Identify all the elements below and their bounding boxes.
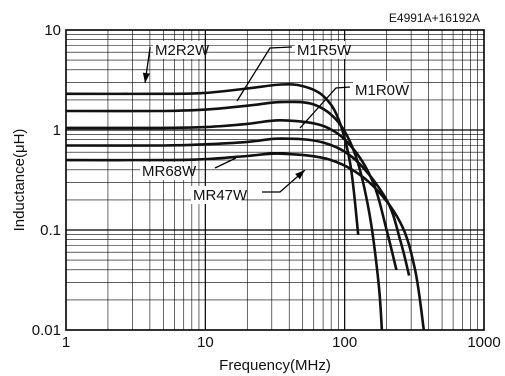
series-label-m1r0w: M1R0W [355,82,410,99]
leader-line-m1r5w [236,46,293,102]
series-label-mr68w: MR68W [142,163,197,180]
label-bg-mr47w [191,186,241,204]
leader-line-mr68w [214,157,237,169]
label-bg-m2r2w [153,41,203,59]
x-tick-label: 10 [197,334,214,351]
series-label-m2r2w: M2R2W [155,42,210,59]
series-line-m1r5w [65,100,384,331]
x-tick-label: 100 [332,334,357,351]
x-tick-label: 1000 [467,334,500,351]
y-tick-label: 10 [44,22,61,39]
y-tick-label: 0.1 [40,222,61,239]
series-label-mr47w: MR47W [193,187,248,204]
leader-line-m1r0w [299,86,351,129]
label-bg-m1r0w [353,81,403,99]
x-axis-label: Frequency(MHz) [219,357,331,374]
series-label-m1r5w: M1R5W [297,42,352,59]
x-tick-label: 1 [62,334,70,351]
plot-frame [65,29,485,331]
series-line-mr47w [65,152,426,331]
leader-arrow-m2r2w [142,72,150,83]
tick-labels: 1 10 100 1000 10 1 0.1 0.01 [32,22,501,351]
leader-line-mr47w [262,169,306,193]
y-tick-label: 0.01 [32,322,61,339]
label-bg-m1r5w [295,41,345,59]
leader-line-m2r2w [144,47,151,84]
chart-code: E4991A+16192A [389,11,480,25]
label-bg-mr68w [140,162,190,180]
curves [65,83,426,331]
grid [66,30,484,330]
series-line-m1r0w [65,118,398,271]
y-tick-label: 1 [53,122,61,139]
annotations: M2R2W M1R5W M1R0W MR68W MR47W [140,41,410,204]
series-line-mr68w [65,137,411,276]
y-axis-label: Inductance(μH) [11,129,28,232]
leader-arrow-mr47w [295,170,305,180]
